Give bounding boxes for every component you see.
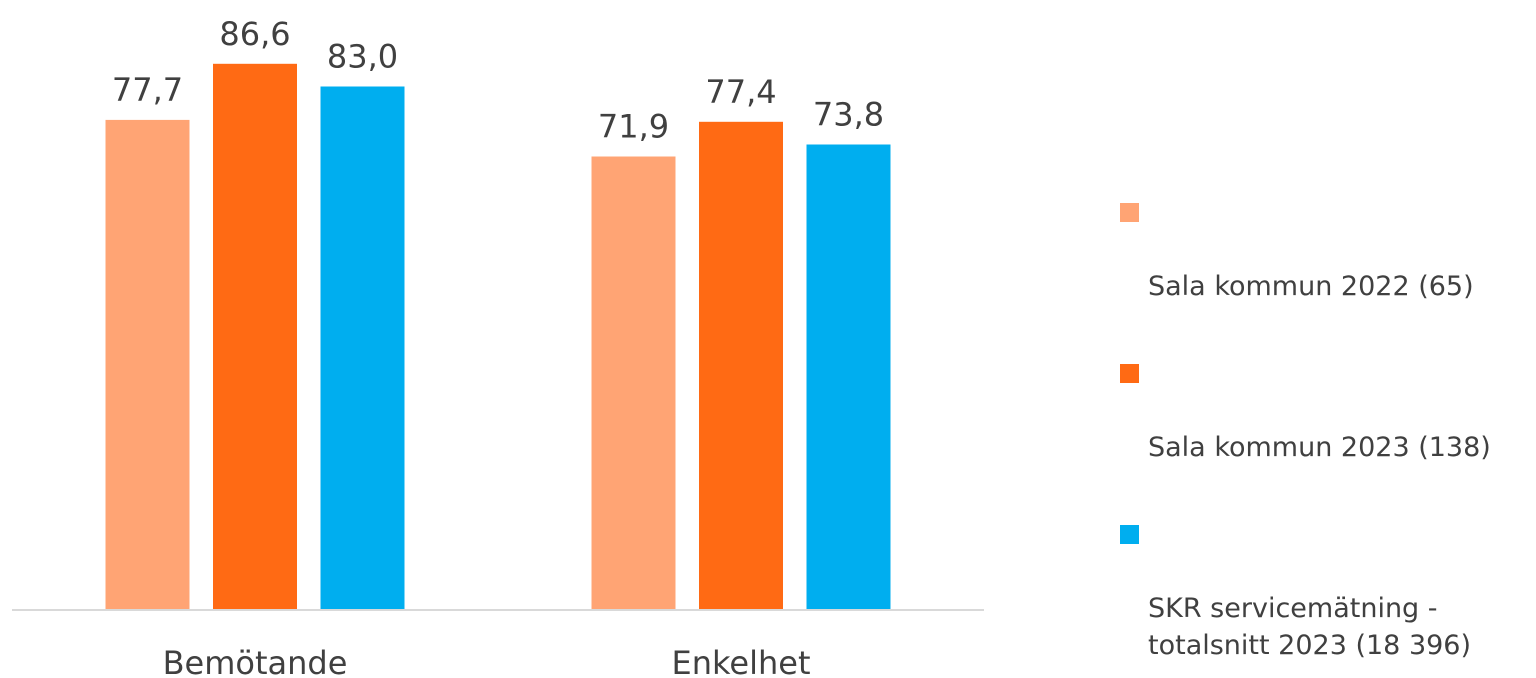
legend-item-sala-2023: Sala kommun 2023 (138) [1120,355,1532,466]
legend-swatch-skr-total [1120,525,1139,544]
bars-layer [105,63,891,611]
category-label-1: Enkelhet [672,644,811,678]
data-label-1-1: 77,4 [705,73,776,111]
data-label-0-2: 83,0 [327,38,398,76]
data-labels-layer: 77,7 86,6 83,0 71,9 77,4 73,8 [112,15,884,146]
data-label-0-1: 86,6 [219,15,290,53]
bar-0-0 [105,119,190,611]
legend-label-sala-2023: Sala kommun 2023 (138) [1148,432,1491,463]
legend-label-skr-total: SKR servicemätning - totalsnitt 2023 (18… [1148,593,1472,661]
bar-1-2 [806,144,891,610]
data-label-0-0: 77,7 [112,71,183,109]
legend-label-sala-2022: Sala kommun 2022 (65) [1148,271,1474,302]
legend-item-sala-2022: Sala kommun 2022 (65) [1120,194,1532,305]
legend: Sala kommun 2022 (65) Sala kommun 2023 (… [1120,194,1532,664]
category-labels-layer: Bemötande Enkelhet [163,644,811,678]
bar-0-1 [213,63,297,611]
bar-1-1 [699,121,783,611]
bar-0-2 [320,86,405,610]
bar-1-0 [591,156,676,610]
data-label-1-0: 71,9 [598,108,669,146]
category-label-0: Bemötande [163,644,348,678]
legend-swatch-sala-2022 [1120,203,1139,222]
legend-swatch-sala-2023 [1120,364,1139,383]
data-label-1-2: 73,8 [813,96,884,134]
bar-chart: 77,7 86,6 83,0 71,9 77,4 73,8 Bemötande Enkelh… [12,15,984,678]
legend-item-skr-total: SKR servicemätning - totalsnitt 2023 (18… [1120,516,1532,664]
